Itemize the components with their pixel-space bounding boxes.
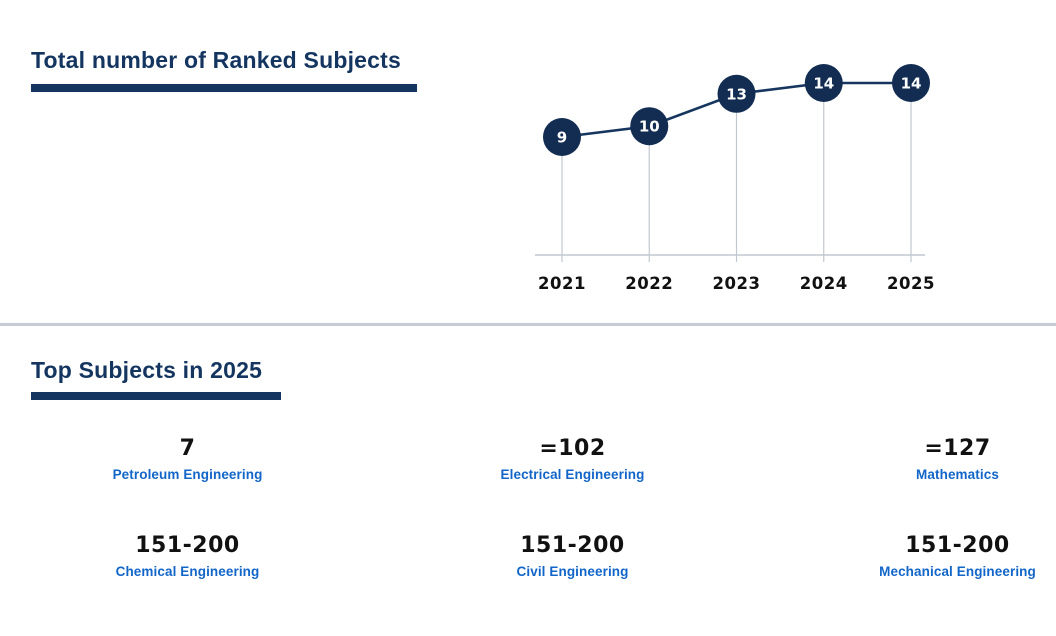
chart-point-value: 13 <box>726 85 747 103</box>
chart-point-value: 14 <box>813 75 834 93</box>
subject-name: Electrical Engineering <box>500 467 645 482</box>
chart-year-label: 2022 <box>625 274 673 293</box>
subject-name: Chemical Engineering <box>115 564 260 579</box>
chart-point-value: 10 <box>639 118 660 136</box>
subject-rank: =127 <box>924 436 991 461</box>
chart-year-label: 2025 <box>887 274 935 293</box>
chart-point-value: 14 <box>901 75 922 93</box>
chart-year-label: 2023 <box>713 274 761 293</box>
subject-name: Civil Engineering <box>516 564 629 579</box>
subject-electrical-engineering: =102 Electrical Engineering <box>380 436 765 483</box>
subject-mechanical-engineering: 151-200 Mechanical Engineering <box>765 533 1056 580</box>
chart-year-label: 2024 <box>800 274 848 293</box>
chart-point-value: 9 <box>557 129 567 147</box>
chart-point-marker <box>892 64 930 102</box>
subject-rank: 151-200 <box>520 533 625 558</box>
top-subjects-title: Top Subjects in 2025 <box>31 357 263 383</box>
subject-civil-engineering: 151-200 Civil Engineering <box>380 533 765 580</box>
subject-rank: 151-200 <box>135 533 240 558</box>
subject-mathematics: =127 Mathematics <box>765 436 1056 483</box>
subject-name: Petroleum Engineering <box>112 467 263 482</box>
ranked-subjects-chart: 9 10 13 14 14 2021 2022 2023 2024 2025 <box>505 40 1050 300</box>
subject-chemical-engineering: 151-200 Chemical Engineering <box>0 533 380 580</box>
subject-petroleum-engineering: 7 Petroleum Engineering <box>0 436 380 483</box>
top-subjects-title-underline <box>31 392 281 400</box>
chart-point-marker <box>717 74 756 113</box>
ranked-subjects-title-underline <box>31 84 417 92</box>
subject-name: Mechanical Engineering <box>879 564 1036 579</box>
top-subjects-grid: 7 Petroleum Engineering =102 Electrical … <box>0 436 1056 580</box>
chart-point-marker <box>543 118 581 156</box>
subject-rank: =102 <box>539 436 606 461</box>
subject-rank: 151-200 <box>905 533 1010 558</box>
section-divider <box>0 323 1056 326</box>
ranked-subjects-title: Total number of Ranked Subjects <box>31 47 401 73</box>
chart-point-marker <box>804 64 843 102</box>
subject-rank: 7 <box>179 436 196 461</box>
chart-point-marker <box>630 107 669 146</box>
subject-name: Mathematics <box>916 467 999 482</box>
ranked-subjects-line-chart: 9 10 13 14 14 2021 2022 2023 2024 2025 <box>535 64 935 293</box>
chart-year-label: 2021 <box>538 274 586 293</box>
